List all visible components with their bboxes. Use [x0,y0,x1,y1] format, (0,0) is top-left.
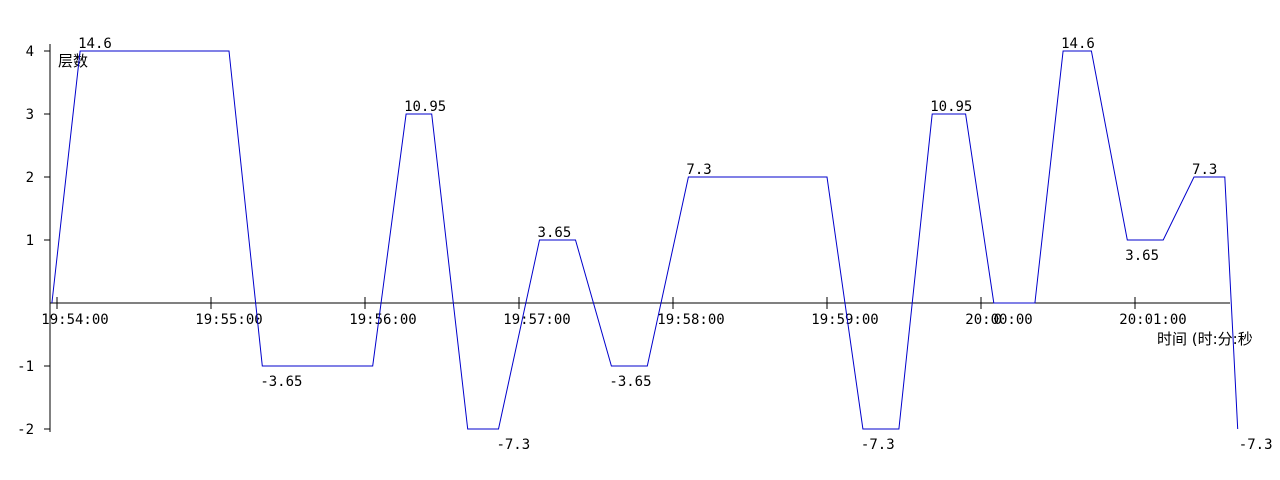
point-label: 14.6 [1061,36,1095,52]
x-tick-label: 20:00:00 [965,312,1032,328]
point-label: -3.65 [609,374,651,390]
point-label: -7.3 [1239,437,1273,453]
point-label: 7.3 [1192,162,1217,178]
x-axis-label: 时间 (时:分:秒 [1157,330,1253,348]
y-tick-label: 2 [26,170,34,186]
point-label: -3.65 [260,374,302,390]
y-tick-label: 3 [26,107,34,123]
x-tick-label: 19:58:00 [657,312,724,328]
series-line [51,50,1239,430]
y-tick-label: -2 [17,422,34,438]
y-tick-label: -1 [17,359,34,375]
x-tick-label: 19:55:00 [195,312,262,328]
point-label: 10.95 [930,99,972,115]
x-tick-label: 19:57:00 [503,312,570,328]
x-tick-label: 20:01:00 [1119,312,1186,328]
point-label: -7.3 [496,437,530,453]
y-tick-label: 1 [26,233,34,249]
point-label: 3.65 [538,225,572,241]
x-tick-label: 19:54:00 [41,312,108,328]
y-ticks: 4 3 2 1 -1 -2 [17,44,50,438]
x-tick-label: 19:56:00 [349,312,416,328]
point-label: 3.65 [1125,248,1159,264]
x-ticks: 19:54:00 19:55:00 19:56:00 19:57:00 19:58:00… [41,297,1187,328]
point-label: -7.3 [861,437,895,453]
point-labels: 14.6 -3.65 10.95 -7.3 3.65 -3.65 7.3 -7.3 10.95 1… [78,36,1272,453]
point-label: 10.95 [404,99,446,115]
y-tick-label: 4 [26,44,34,60]
point-label: 7.3 [686,162,711,178]
y-axis-label: 层数 [58,52,88,70]
x-zero-label: 0 [994,312,1002,328]
point-label: 14.6 [78,36,112,52]
x-tick-label: 19:59:00 [811,312,878,328]
